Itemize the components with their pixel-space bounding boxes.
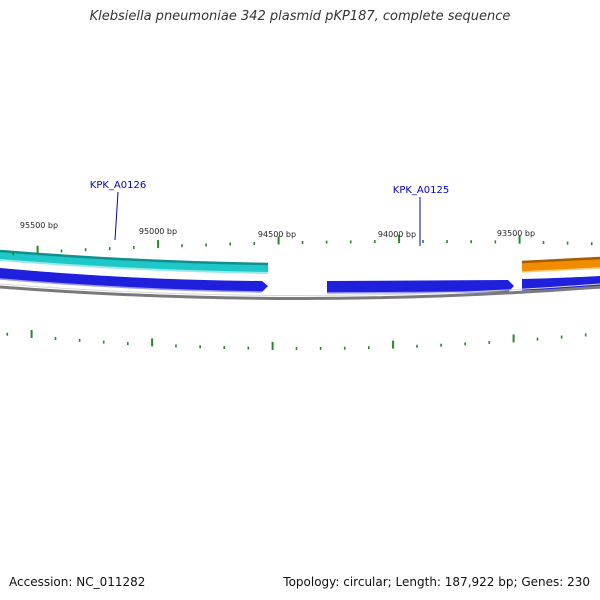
plasmid-backbone: [0, 285, 600, 300]
minor-tick: [584, 333, 587, 337]
minor-tick: [108, 247, 111, 251]
minor-tick: [175, 344, 177, 348]
tick-label-95500: 95500 bp: [20, 221, 58, 230]
gene-label-kpk-a0126[interactable]: KPK_A0126: [90, 180, 146, 191]
major-tick: [271, 341, 274, 350]
minor-tick: [12, 252, 15, 256]
minor-tick: [590, 242, 593, 246]
minor-tick: [127, 342, 129, 346]
minor-tick: [470, 240, 472, 244]
map-title: Klebsiella pneumoniae 342 plasmid pKP187…: [89, 9, 511, 24]
major-tick: [36, 245, 39, 254]
minor-tick: [488, 341, 491, 344]
minor-tick: [368, 346, 370, 350]
minor-tick: [343, 346, 346, 350]
minor-tick: [542, 241, 545, 245]
minor-tick: [247, 346, 250, 350]
major-tick: [398, 235, 401, 243]
minor-tick: [301, 241, 304, 244]
minor-tick: [440, 343, 442, 347]
plasmid-backbone-highlight: [0, 283, 600, 296]
minor-tick: [199, 345, 201, 349]
minor-tick: [78, 338, 81, 342]
major-tick: [277, 236, 280, 245]
reverse-feature-cyan[interactable]: [0, 249, 269, 274]
accession-label: Accession: NC_011282: [9, 575, 146, 589]
tick-label-94500: 94500 bp: [258, 230, 296, 239]
minor-tick: [84, 248, 87, 252]
minor-tick: [464, 342, 466, 346]
minor-tick: [446, 240, 448, 244]
minor-tick: [102, 340, 105, 344]
minor-tick: [349, 240, 352, 244]
gene-label-kpk-a0125[interactable]: KPK_A0125: [393, 185, 449, 196]
inner-tick-marks: [6, 330, 587, 350]
forward-feature-kpk-a0126[interactable]: [0, 268, 268, 293]
major-tick: [157, 240, 160, 249]
minor-tick: [536, 337, 539, 341]
tick-label-93500: 93500 bp: [497, 229, 535, 238]
minor-tick: [374, 240, 376, 244]
minor-tick: [325, 240, 328, 244]
gene-label-leader-kpk-a0126: [114, 191, 119, 241]
minor-tick: [229, 242, 231, 246]
minor-tick: [416, 344, 418, 348]
minor-tick: [223, 346, 225, 349]
major-tick: [518, 235, 521, 244]
tick-label-95000: 95000 bp: [139, 227, 177, 236]
minor-tick: [60, 249, 63, 253]
major-tick: [151, 338, 154, 347]
minor-tick: [566, 241, 569, 245]
minor-tick: [6, 332, 9, 336]
minor-tick: [133, 246, 135, 249]
minor-tick: [54, 337, 57, 341]
major-tick: [30, 330, 33, 338]
major-tick: [392, 340, 395, 349]
tick-label-94000: 94000 bp: [378, 230, 416, 239]
minor-tick: [295, 347, 298, 350]
minor-tick: [560, 335, 563, 339]
minor-tick: [494, 240, 497, 244]
minor-tick: [319, 346, 322, 350]
outer-tick-marks: [12, 235, 593, 256]
minor-tick: [422, 240, 424, 243]
major-tick: [512, 334, 515, 343]
minor-tick: [181, 244, 183, 248]
forward-feature-kpk-a0125[interactable]: [326, 280, 514, 294]
minor-tick: [253, 242, 256, 245]
sequence-stats: Topology: circular; Length: 187,922 bp; …: [283, 575, 590, 589]
reverse-feature-orange[interactable]: [521, 256, 600, 273]
minor-tick: [205, 243, 207, 247]
